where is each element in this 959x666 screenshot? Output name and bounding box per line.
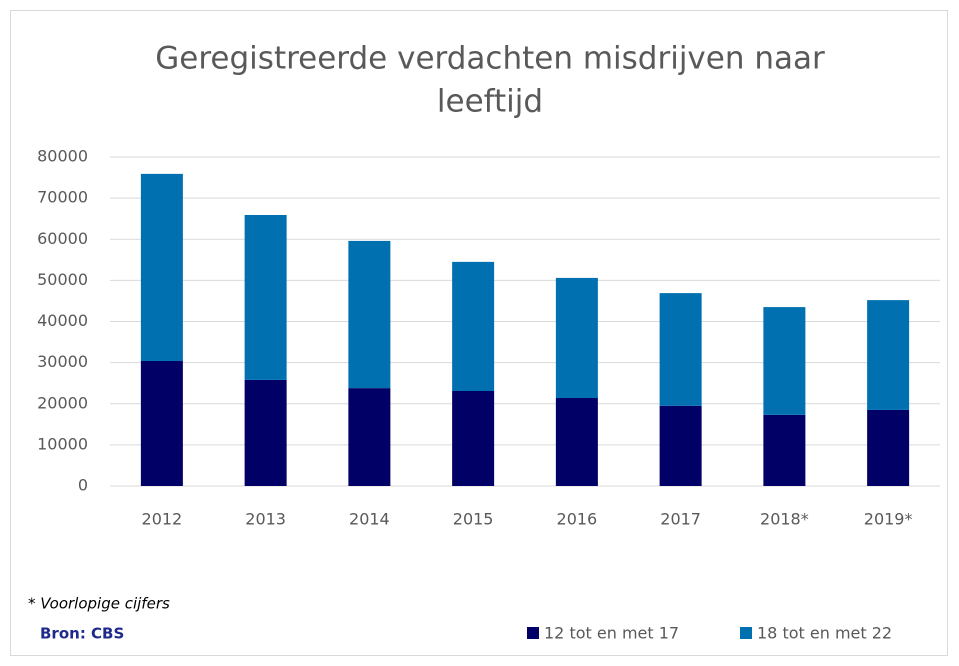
bar [867, 300, 910, 410]
y-tick-label: 30000 [37, 352, 88, 371]
chart-title: leeftijd [437, 84, 543, 120]
x-tick-label: 2014 [349, 510, 390, 529]
bar [140, 360, 183, 486]
y-tick-label: 80000 [37, 147, 88, 166]
bar [763, 307, 806, 415]
bar [763, 414, 806, 486]
x-tick-label: 2015 [453, 510, 494, 529]
legend-swatch [740, 627, 752, 639]
x-tick-label: 2016 [557, 510, 598, 529]
x-tick-label: 2012 [142, 510, 183, 529]
y-tick-label: 20000 [37, 393, 88, 412]
bar [452, 261, 495, 392]
y-tick-label: 10000 [37, 434, 88, 453]
bar [244, 379, 287, 486]
y-tick-label: 50000 [37, 270, 88, 289]
legend-label: 18 tot en met 22 [757, 624, 892, 643]
y-tick-label: 0 [78, 476, 88, 495]
y-tick-label: 60000 [37, 229, 88, 248]
bar [348, 240, 391, 389]
x-tick-label: 2018* [760, 510, 809, 529]
bar [555, 277, 598, 398]
bar [867, 409, 910, 486]
x-tick-label: 2017 [660, 510, 701, 529]
bar [555, 397, 598, 486]
source: Bron: CBS [40, 625, 124, 643]
x-tick-label: 2013 [245, 510, 286, 529]
chart-title: Geregistreerde verdachten misdrijven naa… [155, 41, 825, 77]
annotation: * Voorlopige cijfers [28, 595, 170, 613]
bar [659, 293, 702, 406]
bar [140, 173, 183, 361]
bar [452, 391, 495, 486]
x-tick-label: 2019* [864, 510, 913, 529]
bar [348, 388, 391, 486]
legend-swatch [527, 627, 539, 639]
bar [659, 405, 702, 486]
y-tick-label: 70000 [37, 188, 88, 207]
y-tick-label: 40000 [37, 311, 88, 330]
bar [244, 214, 287, 380]
legend-label: 12 tot en met 17 [544, 624, 679, 643]
